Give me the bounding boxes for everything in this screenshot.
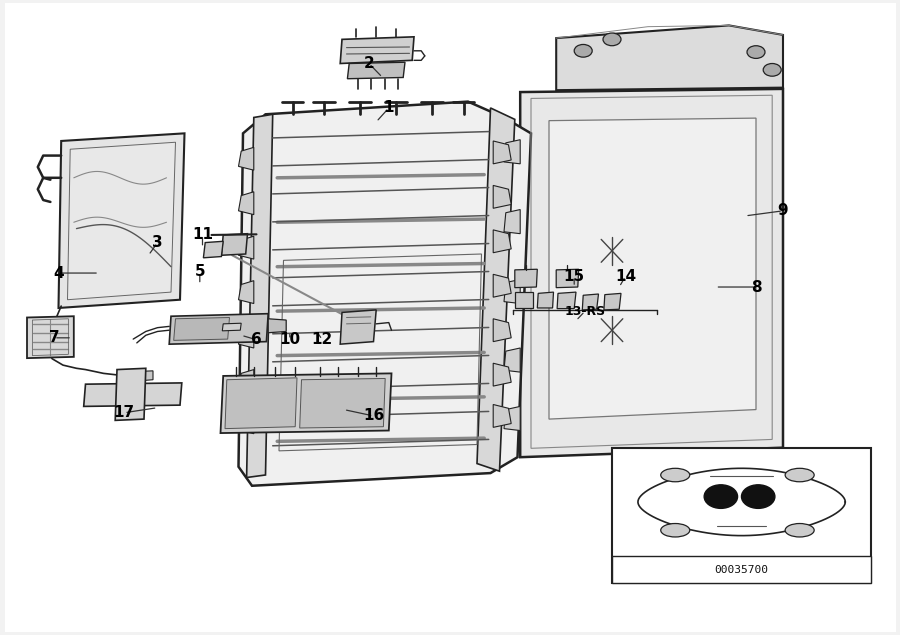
Polygon shape — [504, 279, 520, 304]
Text: 10: 10 — [279, 332, 301, 347]
Polygon shape — [84, 383, 182, 406]
Polygon shape — [203, 241, 223, 258]
Polygon shape — [137, 371, 153, 381]
Text: 13-RS: 13-RS — [564, 305, 606, 318]
Polygon shape — [582, 294, 599, 310]
Polygon shape — [222, 323, 241, 331]
Polygon shape — [515, 269, 537, 288]
Polygon shape — [300, 378, 385, 428]
Polygon shape — [238, 147, 254, 170]
Polygon shape — [340, 310, 376, 344]
Polygon shape — [549, 118, 756, 419]
Polygon shape — [238, 370, 254, 392]
Text: 11: 11 — [192, 227, 213, 243]
Ellipse shape — [785, 468, 814, 482]
Polygon shape — [340, 37, 414, 64]
Polygon shape — [504, 406, 520, 431]
Text: 14: 14 — [615, 269, 636, 284]
Polygon shape — [493, 319, 511, 342]
Polygon shape — [493, 141, 511, 164]
Text: 1: 1 — [383, 100, 394, 116]
Polygon shape — [174, 318, 230, 340]
Circle shape — [574, 44, 592, 57]
Polygon shape — [493, 185, 511, 208]
Polygon shape — [537, 292, 554, 308]
Text: 9: 9 — [778, 203, 788, 218]
Polygon shape — [238, 411, 254, 434]
Polygon shape — [68, 142, 176, 300]
Text: 2: 2 — [364, 56, 374, 71]
Text: 6: 6 — [251, 332, 262, 347]
Polygon shape — [604, 293, 621, 310]
Circle shape — [747, 46, 765, 58]
Text: 00035700: 00035700 — [715, 565, 769, 575]
Polygon shape — [493, 363, 511, 386]
Polygon shape — [556, 269, 579, 288]
Polygon shape — [477, 108, 515, 471]
Text: 17: 17 — [113, 405, 135, 420]
Polygon shape — [493, 230, 511, 253]
Text: 7: 7 — [49, 330, 59, 345]
Text: 12: 12 — [311, 332, 333, 347]
Polygon shape — [221, 234, 248, 255]
Polygon shape — [58, 133, 184, 308]
Ellipse shape — [785, 523, 814, 537]
Polygon shape — [247, 114, 273, 478]
Polygon shape — [27, 316, 74, 358]
Bar — [612, 556, 871, 583]
Ellipse shape — [661, 523, 689, 537]
Polygon shape — [347, 62, 405, 79]
Polygon shape — [238, 236, 254, 259]
Polygon shape — [268, 319, 286, 333]
Polygon shape — [225, 378, 297, 429]
Circle shape — [603, 33, 621, 46]
Polygon shape — [238, 325, 254, 348]
Text: 16: 16 — [363, 408, 384, 424]
Circle shape — [742, 485, 775, 509]
Polygon shape — [238, 192, 254, 215]
Text: 5: 5 — [194, 264, 205, 279]
Polygon shape — [493, 404, 511, 427]
Polygon shape — [557, 292, 576, 309]
Polygon shape — [515, 292, 533, 308]
Polygon shape — [504, 348, 520, 372]
Polygon shape — [493, 274, 511, 297]
Polygon shape — [504, 140, 520, 164]
Ellipse shape — [661, 468, 689, 482]
Circle shape — [763, 64, 781, 76]
Polygon shape — [520, 89, 783, 457]
Text: 4: 4 — [53, 265, 64, 281]
Polygon shape — [115, 368, 146, 420]
Polygon shape — [220, 373, 392, 433]
Bar — [612, 448, 871, 583]
Polygon shape — [556, 25, 783, 90]
Text: 8: 8 — [751, 279, 761, 295]
Polygon shape — [238, 281, 254, 304]
Polygon shape — [169, 314, 268, 344]
Polygon shape — [504, 210, 520, 234]
Polygon shape — [238, 102, 531, 486]
Circle shape — [704, 485, 738, 509]
Text: 15: 15 — [563, 269, 585, 284]
Text: 3: 3 — [152, 235, 163, 250]
